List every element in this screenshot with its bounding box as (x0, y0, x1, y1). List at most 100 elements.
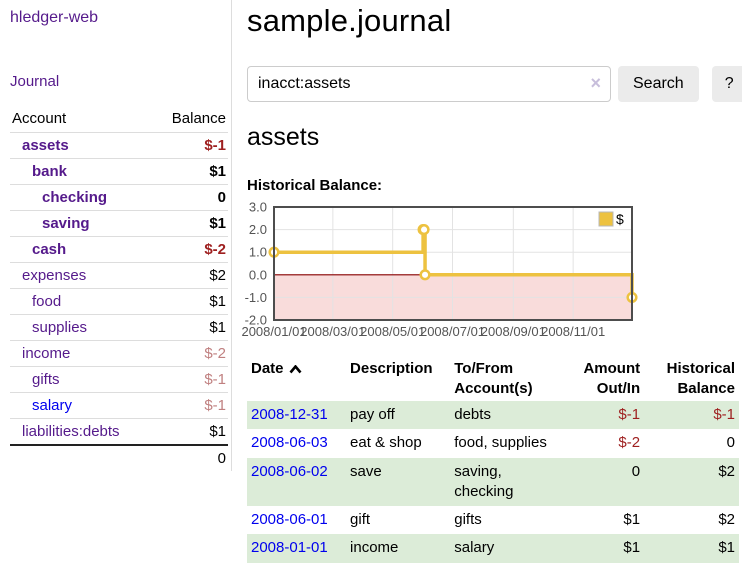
transaction-date-link[interactable]: 2008-06-03 (251, 434, 328, 452)
transaction-accounts: salary (454, 539, 495, 557)
account-balance: $-1 (152, 366, 228, 393)
clear-search-icon[interactable]: × (590, 73, 601, 93)
sidebar: hledger-web Journal Account Balance asse… (0, 0, 232, 471)
x-axis-tick-label: 2008/07/01 (420, 324, 485, 339)
transaction-description: eat & shop (350, 434, 422, 452)
x-axis-tick-label: 2008/03/01 (300, 324, 365, 339)
search-input-wrap: × (247, 66, 611, 102)
account-balance: $1 (152, 158, 228, 185)
account-balance: 0 (152, 184, 228, 211)
transaction-accounts: gifts (454, 511, 482, 528)
sidebar-account-bank[interactable]: bank (32, 163, 68, 180)
transaction-date-link[interactable]: 2008-06-02 (251, 462, 328, 480)
register-header-row: Date Description To/From Account(s) Amou… (247, 356, 739, 401)
register-row: 2008-01-01 income salary $1 $1 (247, 534, 739, 563)
chart-legend: $ (598, 211, 624, 227)
transaction-accounts: food, supplies (454, 434, 547, 452)
data-point-marker (418, 224, 430, 236)
transaction-amount: $-1 (618, 406, 641, 423)
register-header-balance: Historical Balance (666, 360, 735, 397)
transaction-description: save (350, 462, 382, 480)
register-header-account: To/From Account(s) (454, 360, 533, 397)
transaction-amount: 0 (631, 462, 641, 480)
sidebar-account-salary[interactable]: salary (32, 397, 73, 414)
accounts-table: Account Balance assets $-1 bank $1 checking 0… (10, 106, 228, 471)
account-row: expenses $2 (10, 262, 228, 289)
register-row: 2008-06-02 save saving, checking 0 $2 (247, 457, 739, 506)
accounts-header-balance: Balance (171, 110, 226, 127)
sidebar-account-checking[interactable]: checking (42, 189, 108, 206)
account-heading: assets (247, 123, 320, 151)
sidebar-account-supplies[interactable]: supplies (32, 319, 88, 336)
main-content: sample.journal × Search ? assets Histori… (232, 0, 742, 563)
transaction-balance: $-1 (713, 406, 735, 423)
journal-link[interactable]: Journal (10, 73, 60, 90)
sort-ascending-icon (289, 365, 302, 374)
data-point-marker (419, 269, 431, 281)
transaction-balance: $2 (718, 462, 735, 480)
account-row: income $-2 (10, 340, 228, 367)
y-axis-tick-label: -2.0 (245, 313, 267, 328)
sidebar-account-gifts[interactable]: gifts (32, 371, 60, 388)
register-header-description: Description (350, 360, 433, 377)
accounts-total-value: 0 (152, 444, 228, 471)
account-row: cash $-2 (10, 236, 228, 263)
transaction-balance: $1 (718, 539, 735, 557)
x-axis-tick-label: 2008/01/01 (241, 324, 306, 339)
chart-title: Historical Balance: (247, 177, 383, 194)
y-axis-tick-label: 1.0 (249, 245, 267, 260)
sidebar-account-liabilities-debts[interactable]: liabilities:debts (22, 423, 120, 440)
register-row: 2008-06-01 gift gifts $1 $2 (247, 506, 739, 534)
transaction-amount: $1 (623, 539, 641, 557)
legend-swatch (598, 211, 614, 227)
account-balance: $2 (152, 262, 228, 289)
account-balance: $-1 (152, 132, 228, 159)
sidebar-account-assets[interactable]: assets (22, 137, 69, 154)
account-balance: $-1 (152, 392, 228, 419)
account-row: saving $1 (10, 210, 228, 237)
account-row: salary $-1 (10, 392, 228, 419)
account-balance: $1 (152, 418, 228, 445)
transaction-description: income (350, 539, 399, 557)
transaction-date-link[interactable]: 2008-01-01 (251, 539, 328, 557)
transaction-accounts: debts (454, 406, 491, 423)
register-table: Date Description To/From Account(s) Amou… (247, 356, 739, 563)
account-row: assets $-1 (10, 132, 228, 159)
search-input[interactable] (247, 66, 611, 102)
sidebar-account-expenses[interactable]: expenses (22, 267, 87, 284)
sidebar-account-cash[interactable]: cash (32, 241, 67, 258)
help-button[interactable]: ? (711, 66, 742, 102)
search-button[interactable]: Search (618, 66, 699, 102)
chart-canvas: 3.0 2.0 1.0 0.0 -1.0 -2.02008/01/012008/03/01… (241, 200, 638, 339)
x-axis-tick-label: 2008/05/01 (360, 324, 425, 339)
transaction-description: pay off (350, 406, 395, 423)
sidebar-account-food[interactable]: food (32, 293, 62, 310)
accounts-total-row: 0 (10, 444, 228, 471)
transaction-amount: $1 (623, 511, 641, 528)
transaction-balance: 0 (726, 434, 735, 452)
account-balance: $1 (152, 210, 228, 237)
hledger-web-app: hledger-web Journal Account Balance asse… (0, 0, 742, 563)
transaction-amount: $-2 (618, 434, 641, 452)
accounts-header-account: Account (12, 110, 67, 127)
y-axis-tick-label: 2.0 (249, 222, 267, 237)
account-row: food $1 (10, 288, 228, 315)
x-axis-tick-label: 2008/09/01 (481, 324, 546, 339)
account-row: bank $1 (10, 158, 228, 185)
transaction-date-link[interactable]: 2008-12-31 (251, 406, 328, 423)
account-row: checking 0 (10, 184, 228, 211)
x-axis-tick-label: 2008/11/01 (541, 324, 605, 339)
page-title: sample.journal (247, 3, 452, 38)
account-row: supplies $1 (10, 314, 228, 341)
y-axis-tick-label: 3.0 (249, 200, 267, 215)
transaction-date-link[interactable]: 2008-06-01 (251, 511, 328, 528)
account-balance: $1 (152, 288, 228, 315)
register-row: 2008-06-03 eat & shop food, supplies $-2 0 (247, 429, 739, 457)
sidebar-account-saving[interactable]: saving (42, 215, 90, 232)
search-form: × Search ? (247, 66, 742, 102)
sidebar-account-income[interactable]: income (22, 345, 71, 362)
transaction-balance: $2 (718, 511, 735, 528)
register-header-date[interactable]: Date (247, 356, 346, 401)
app-title-link[interactable]: hledger-web (10, 9, 99, 26)
account-row: gifts $-1 (10, 366, 228, 393)
